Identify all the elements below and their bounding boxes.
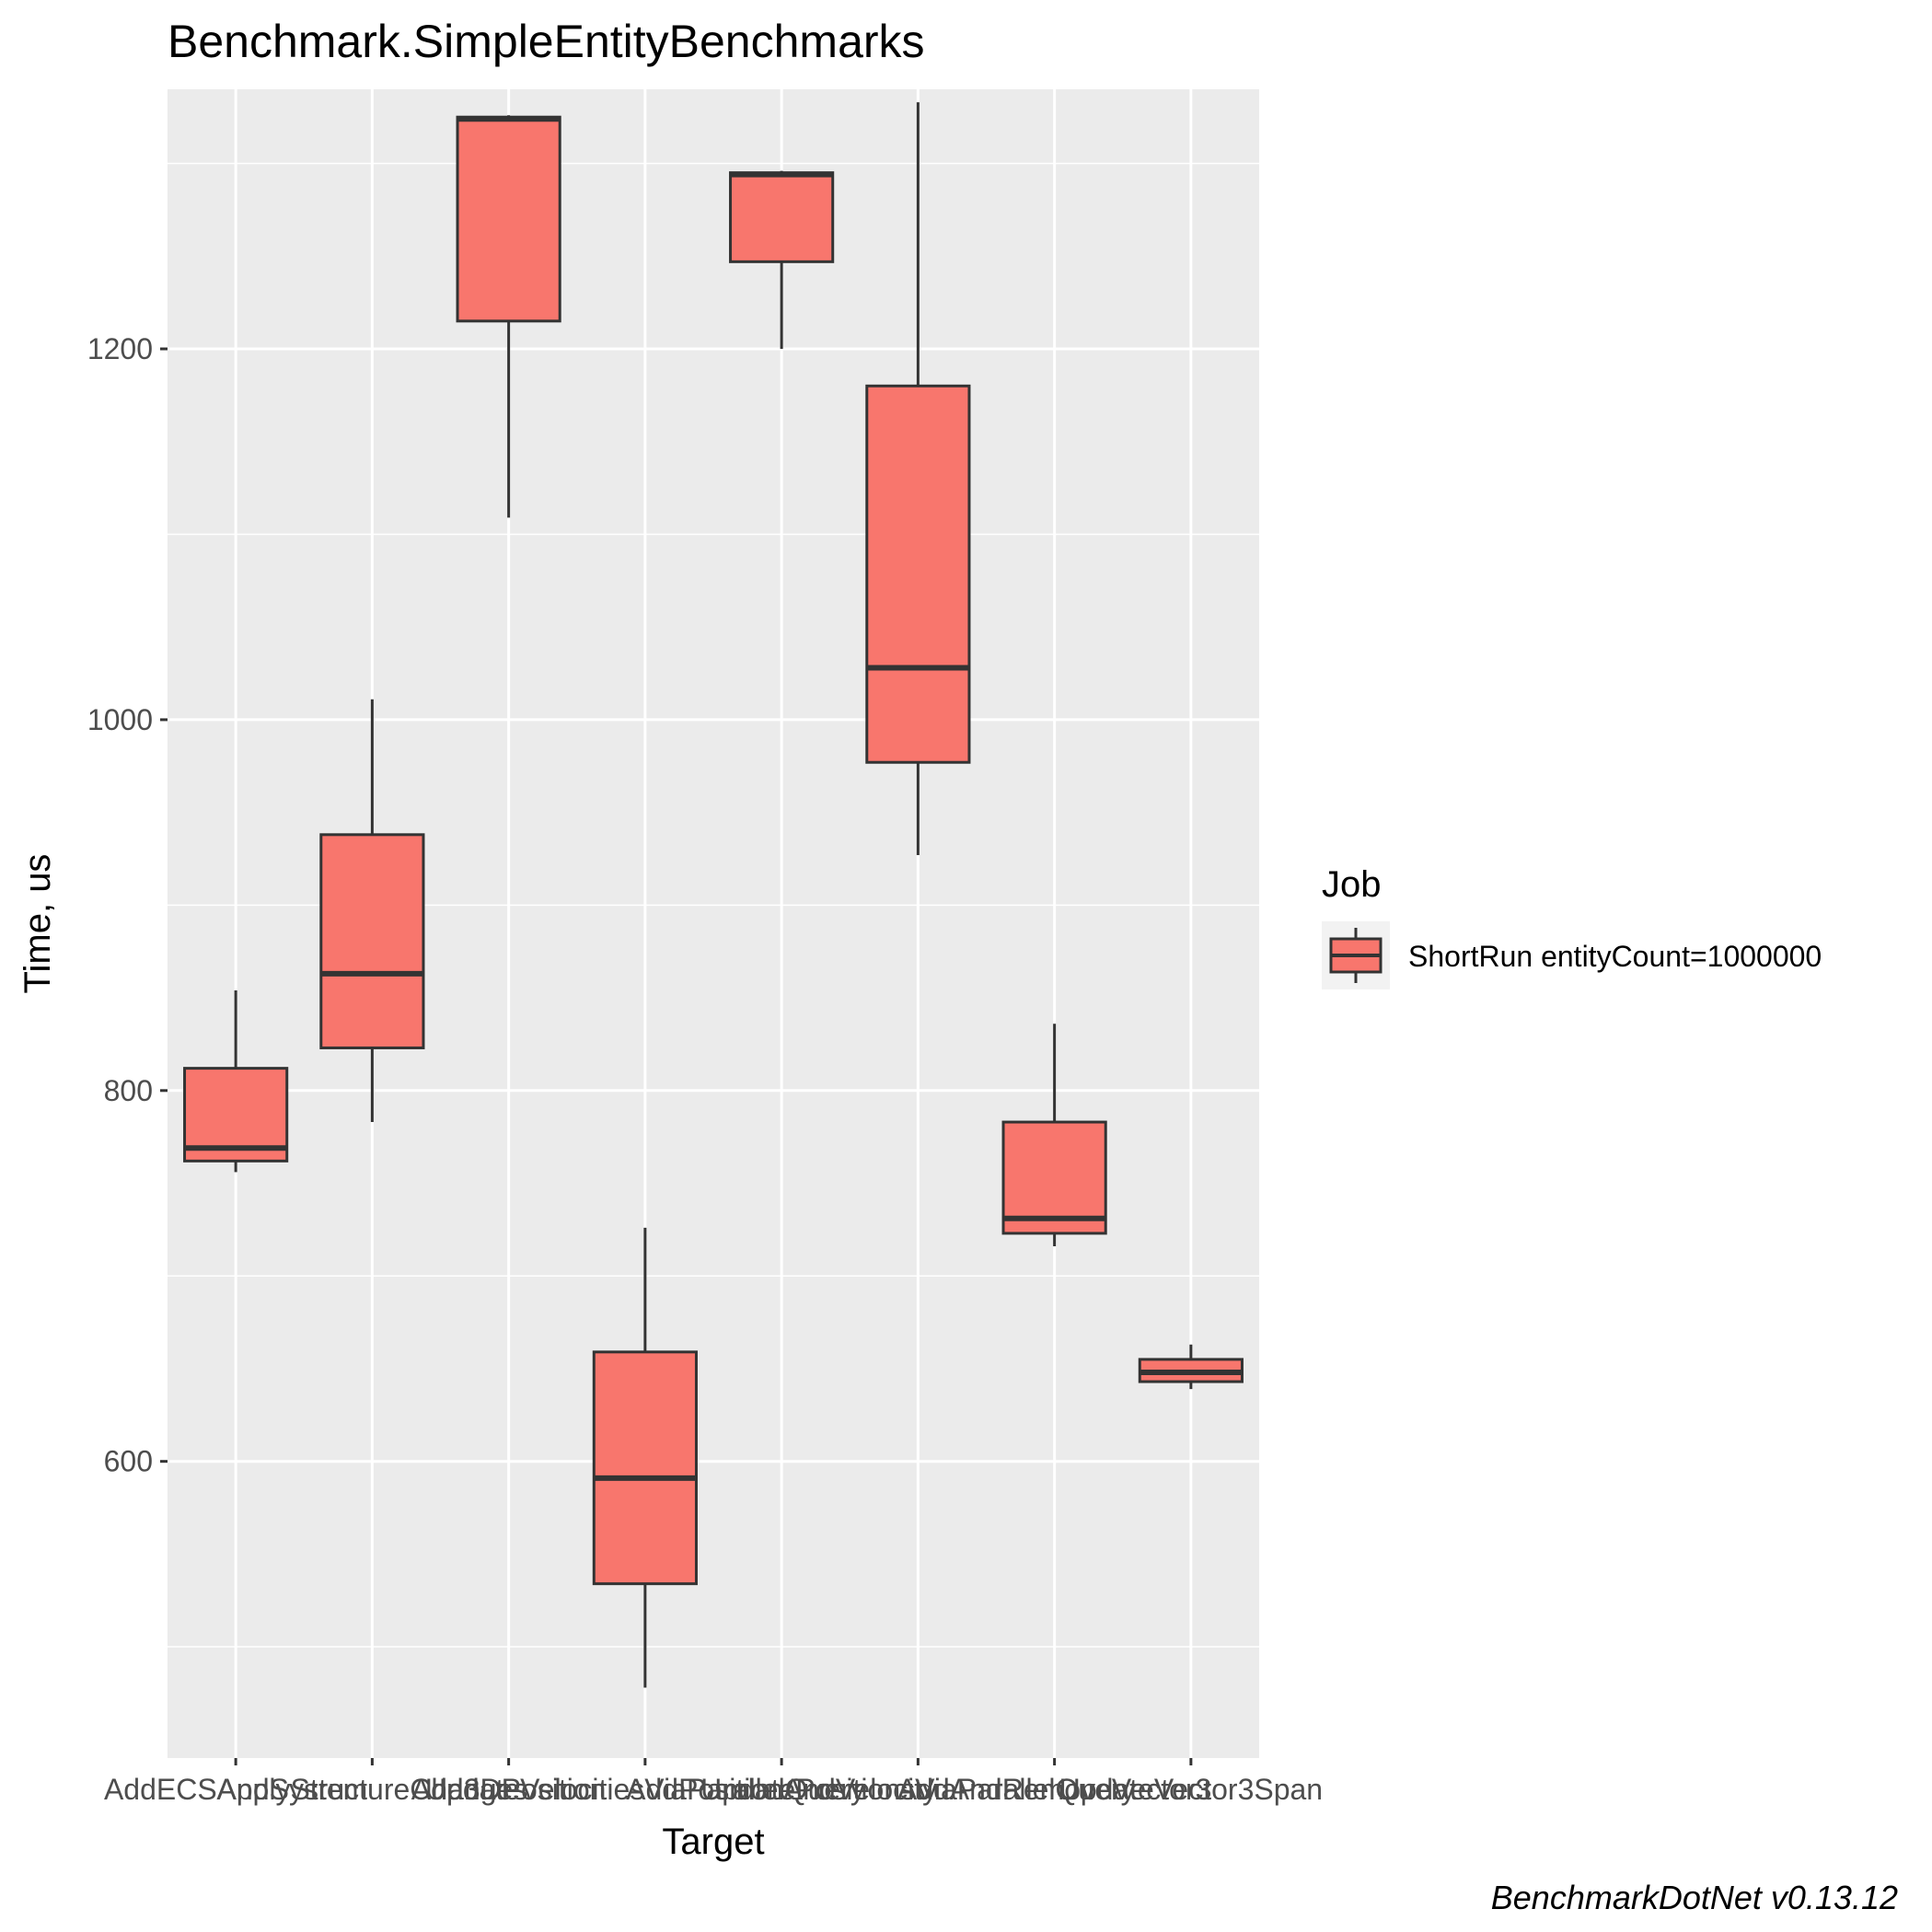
x-tick-label: UpdateVector3Span	[1059, 1773, 1323, 1806]
x-axis-label: Target	[662, 1822, 764, 1862]
x-tick-label: ApplyStructureChanges	[216, 1773, 527, 1806]
box-iqr	[319, 833, 425, 1049]
y-tick-label: 1000	[87, 703, 153, 736]
y-axis-ticks: 600 800 1000 1200	[87, 332, 168, 1478]
box-iqr	[1001, 1120, 1107, 1235]
x-tick-label: AddECSAndSystem	[104, 1773, 367, 1806]
box-3	[592, 1227, 698, 1688]
box-4	[729, 170, 835, 350]
legend: Job ShortRun entityCount=1000000	[1322, 864, 1822, 989]
legend-title: Job	[1322, 864, 1382, 905]
y-tick-label: 1200	[87, 332, 153, 365]
box-0	[183, 990, 289, 1173]
box-series	[183, 102, 1244, 1688]
x-tick-label: UpdateVelocitiesViaParallelQuery	[425, 1773, 865, 1806]
box-7	[1138, 1344, 1244, 1390]
box-iqr	[729, 171, 835, 263]
x-tick-label: AddAndRemoveVector3	[897, 1773, 1212, 1806]
x-axis-ticks: AddECSAndSystemApplyStructureChangesAdd3…	[104, 1758, 1323, 1806]
chart-title: Benchmark.SimpleEntityBenchmarks	[168, 16, 925, 67]
x-tick-label: UpdatePositionsViaParallelQuery	[700, 1773, 1136, 1806]
y-tick-label: 800	[104, 1074, 153, 1107]
box-6	[1001, 1024, 1107, 1247]
box-5	[865, 102, 971, 855]
box-iqr	[865, 384, 971, 764]
legend-entry-label: ShortRun entityCount=1000000	[1408, 940, 1822, 973]
chart-caption: BenchmarkDotNet v0.13.12	[1491, 1879, 1898, 1916]
x-tick-label: AddPositionAndVelocity	[626, 1773, 937, 1806]
x-tick-label: Add3DPosition	[411, 1773, 607, 1806]
y-axis-label: Time, us	[17, 854, 58, 994]
box-iqr	[592, 1350, 698, 1586]
box-1	[319, 699, 425, 1123]
box-iqr	[456, 115, 561, 323]
box-2	[456, 115, 561, 518]
y-tick-label: 600	[104, 1445, 153, 1478]
